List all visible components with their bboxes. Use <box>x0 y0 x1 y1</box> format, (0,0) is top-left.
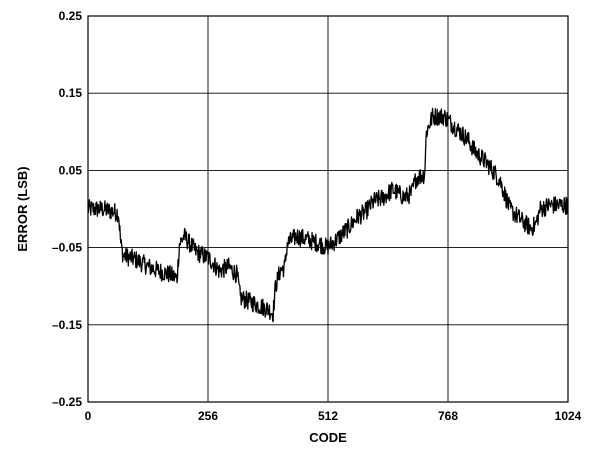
y-tick-label: –0.05 <box>52 241 82 255</box>
x-tick-label: 512 <box>318 409 338 423</box>
y-tick-labels: 0.25 0.15 0.05 –0.05 –0.15 –0.25 <box>52 9 82 409</box>
y-tick-label: –0.25 <box>52 395 82 409</box>
grid <box>88 16 568 402</box>
x-tick-label: 256 <box>198 409 218 423</box>
y-tick-label: 0.05 <box>59 163 83 177</box>
x-tick-label: 1024 <box>555 409 582 423</box>
error-line <box>87 107 569 323</box>
x-tick-labels: 0 256 512 768 1024 <box>85 409 582 423</box>
y-tick-label: 0.15 <box>59 86 83 100</box>
y-tick-label: –0.15 <box>52 318 82 332</box>
x-tick-label: 768 <box>438 409 458 423</box>
x-axis-title: CODE <box>309 430 347 445</box>
series-group <box>87 107 569 323</box>
y-axis-title: ERROR (LSB) <box>15 166 30 251</box>
y-tick-label: 0.25 <box>59 9 83 23</box>
x-tick-label: 0 <box>85 409 92 423</box>
